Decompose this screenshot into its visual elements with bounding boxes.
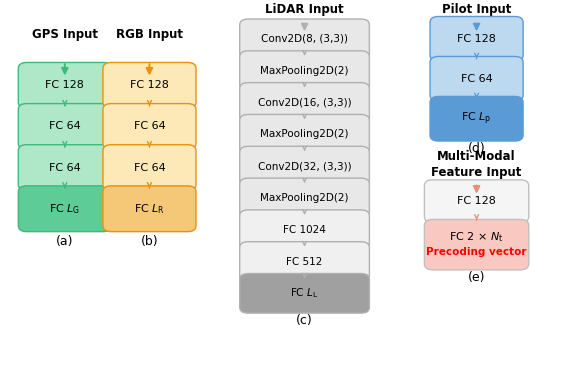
- FancyBboxPatch shape: [424, 180, 529, 222]
- FancyBboxPatch shape: [240, 51, 369, 90]
- FancyBboxPatch shape: [240, 19, 369, 59]
- Text: RGB Input: RGB Input: [116, 28, 183, 42]
- Text: LiDAR Input: LiDAR Input: [265, 3, 344, 16]
- Text: (c): (c): [296, 314, 313, 327]
- Text: MaxPooling2D(2): MaxPooling2D(2): [261, 193, 349, 203]
- Text: Pilot Input: Pilot Input: [442, 3, 512, 16]
- FancyBboxPatch shape: [430, 57, 523, 101]
- FancyBboxPatch shape: [103, 104, 196, 149]
- Text: FC 64: FC 64: [134, 121, 165, 132]
- Text: FC 128: FC 128: [457, 196, 496, 206]
- Text: FC $L_{\mathrm{R}}$: FC $L_{\mathrm{R}}$: [134, 202, 165, 216]
- Text: GPS Input: GPS Input: [32, 28, 98, 42]
- Text: FC 64: FC 64: [49, 163, 81, 173]
- FancyBboxPatch shape: [18, 145, 112, 191]
- Text: FC 128: FC 128: [130, 80, 169, 90]
- FancyBboxPatch shape: [18, 186, 112, 232]
- Text: Conv2D(32, (3,3)): Conv2D(32, (3,3)): [258, 161, 351, 171]
- FancyBboxPatch shape: [240, 146, 369, 186]
- FancyBboxPatch shape: [240, 114, 369, 154]
- FancyBboxPatch shape: [240, 178, 369, 218]
- FancyBboxPatch shape: [240, 242, 369, 281]
- FancyBboxPatch shape: [103, 145, 196, 191]
- Text: Multi-Modal
Feature Input: Multi-Modal Feature Input: [431, 150, 522, 179]
- Text: MaxPooling2D(2): MaxPooling2D(2): [261, 66, 349, 76]
- Text: (e): (e): [468, 271, 486, 284]
- Text: Precoding vector: Precoding vector: [426, 248, 527, 257]
- Text: FC $L_{\mathrm{p}}$: FC $L_{\mathrm{p}}$: [461, 111, 492, 127]
- Text: FC 2 $\times$ $N_{\mathrm{t}}$: FC 2 $\times$ $N_{\mathrm{t}}$: [450, 230, 504, 244]
- Text: FC 128: FC 128: [457, 34, 496, 44]
- Text: FC 64: FC 64: [461, 74, 492, 84]
- FancyBboxPatch shape: [240, 210, 369, 249]
- FancyBboxPatch shape: [430, 17, 523, 61]
- Text: FC $L_{\mathrm{L}}$: FC $L_{\mathrm{L}}$: [290, 286, 319, 300]
- Text: FC 512: FC 512: [287, 256, 323, 267]
- Text: Conv2D(16, (3,3)): Conv2D(16, (3,3)): [258, 97, 351, 107]
- Text: (b): (b): [140, 235, 158, 248]
- FancyBboxPatch shape: [430, 97, 523, 141]
- Text: MaxPooling2D(2): MaxPooling2D(2): [261, 129, 349, 139]
- Text: Conv2D(8, (3,3)): Conv2D(8, (3,3)): [261, 34, 348, 44]
- FancyBboxPatch shape: [103, 62, 196, 108]
- FancyBboxPatch shape: [18, 62, 112, 108]
- Text: FC $L_{\mathrm{G}}$: FC $L_{\mathrm{G}}$: [49, 202, 81, 216]
- Text: FC 1024: FC 1024: [283, 225, 326, 235]
- Text: FC 64: FC 64: [134, 163, 165, 173]
- Text: (d): (d): [468, 142, 486, 155]
- Text: FC 64: FC 64: [49, 121, 81, 132]
- FancyBboxPatch shape: [18, 104, 112, 149]
- Text: (a): (a): [56, 235, 74, 248]
- Text: FC 128: FC 128: [46, 80, 84, 90]
- FancyBboxPatch shape: [103, 186, 196, 232]
- FancyBboxPatch shape: [240, 83, 369, 122]
- FancyBboxPatch shape: [240, 274, 369, 313]
- FancyBboxPatch shape: [424, 220, 529, 270]
